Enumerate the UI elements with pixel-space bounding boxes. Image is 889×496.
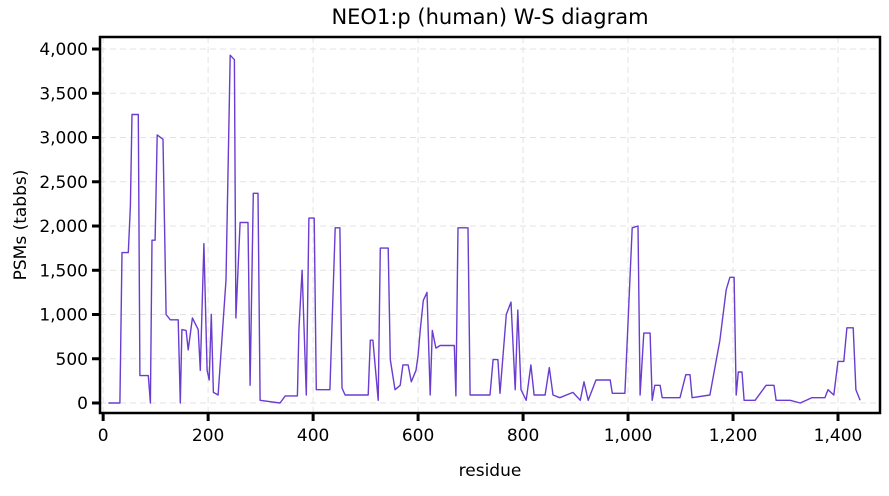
x-axis-label: residue: [459, 461, 522, 481]
x-tick-label: 1,200: [709, 426, 758, 446]
data-line: [108, 54, 861, 404]
y-tick-label: 3,500: [39, 84, 88, 104]
x-tick-label: 200: [192, 426, 224, 446]
x-tick-label: 0: [98, 426, 109, 446]
y-tick-label: 0: [77, 394, 88, 414]
y-tick-label: 500: [56, 350, 88, 370]
x-tick-label: 400: [297, 426, 329, 446]
y-tick-label: 1,000: [39, 306, 88, 326]
y-tick-label: 2,000: [39, 217, 88, 237]
x-tick-label: 600: [402, 426, 434, 446]
y-tick-label: 3,000: [39, 129, 88, 149]
chart-title: NEO1:p (human) W-S diagram: [331, 5, 648, 29]
x-tick-label: 800: [507, 426, 539, 446]
x-tick-label: 1,400: [814, 426, 863, 446]
y-tick-label: 1,500: [39, 261, 88, 281]
y-axis-label: PSMs (tabbs): [11, 170, 31, 281]
x-tick-label: 1,000: [604, 426, 653, 446]
y-tick-label: 2,500: [39, 173, 88, 193]
y-tick-label: 4,000: [39, 40, 88, 60]
plot-frame: [98, 35, 882, 415]
